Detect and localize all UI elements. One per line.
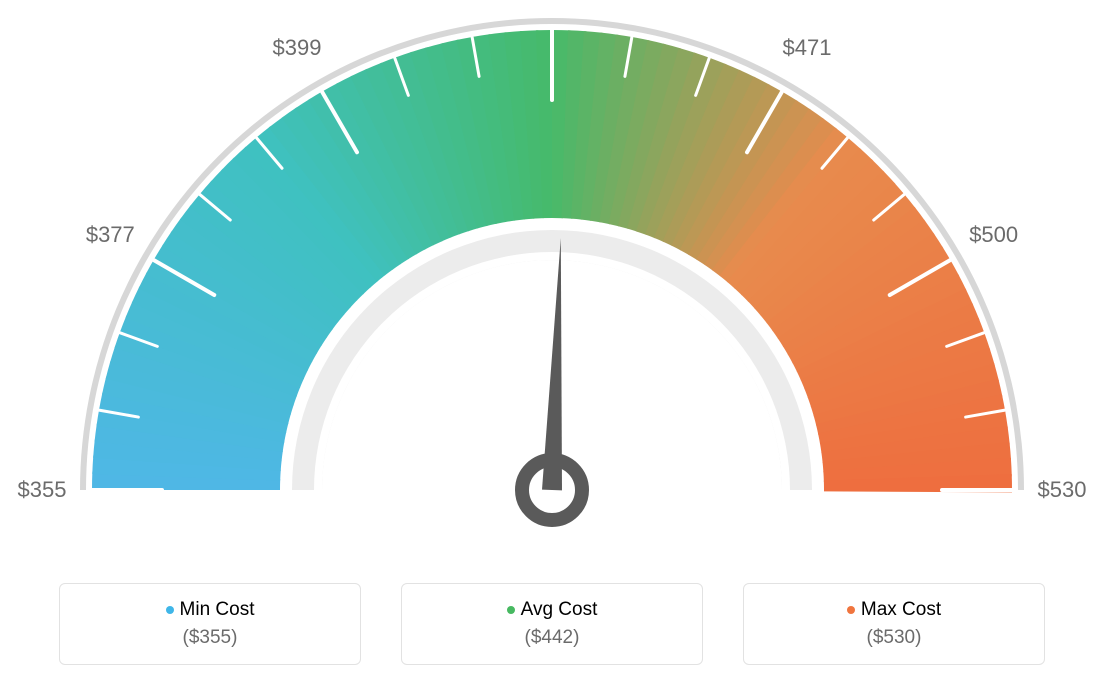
legend-title-min-text: Min Cost — [180, 599, 255, 621]
legend-value-max: ($530) — [867, 627, 922, 649]
legend-title-max: Max Cost — [847, 599, 941, 621]
gauge-tick-label: $530 — [1038, 477, 1087, 503]
gauge-tick-label: $500 — [969, 222, 1018, 248]
legend-dot-min — [166, 606, 174, 614]
legend-dot-avg — [507, 606, 515, 614]
chart-container: $355$377$399$442$471$500$530 Min Cost ($… — [0, 0, 1104, 690]
gauge-tick-label: $355 — [18, 477, 67, 503]
legend-dot-max — [847, 606, 855, 614]
legend-card-max: Max Cost ($530) — [743, 583, 1045, 665]
gauge-tick-label: $399 — [273, 35, 322, 61]
legend-title-max-text: Max Cost — [861, 599, 941, 621]
gauge-svg — [0, 0, 1104, 560]
legend-title-avg: Avg Cost — [507, 599, 598, 621]
gauge-tick-label: $377 — [86, 222, 135, 248]
legend-card-avg: Avg Cost ($442) — [401, 583, 703, 665]
legend-value-min: ($355) — [183, 627, 238, 649]
legend-card-min: Min Cost ($355) — [59, 583, 361, 665]
legend-title-avg-text: Avg Cost — [521, 599, 598, 621]
legend-row: Min Cost ($355) Avg Cost ($442) Max Cost… — [0, 583, 1104, 665]
gauge-area: $355$377$399$442$471$500$530 — [0, 0, 1104, 560]
legend-title-min: Min Cost — [166, 599, 255, 621]
gauge-tick-label: $471 — [783, 35, 832, 61]
legend-value-avg: ($442) — [525, 627, 580, 649]
